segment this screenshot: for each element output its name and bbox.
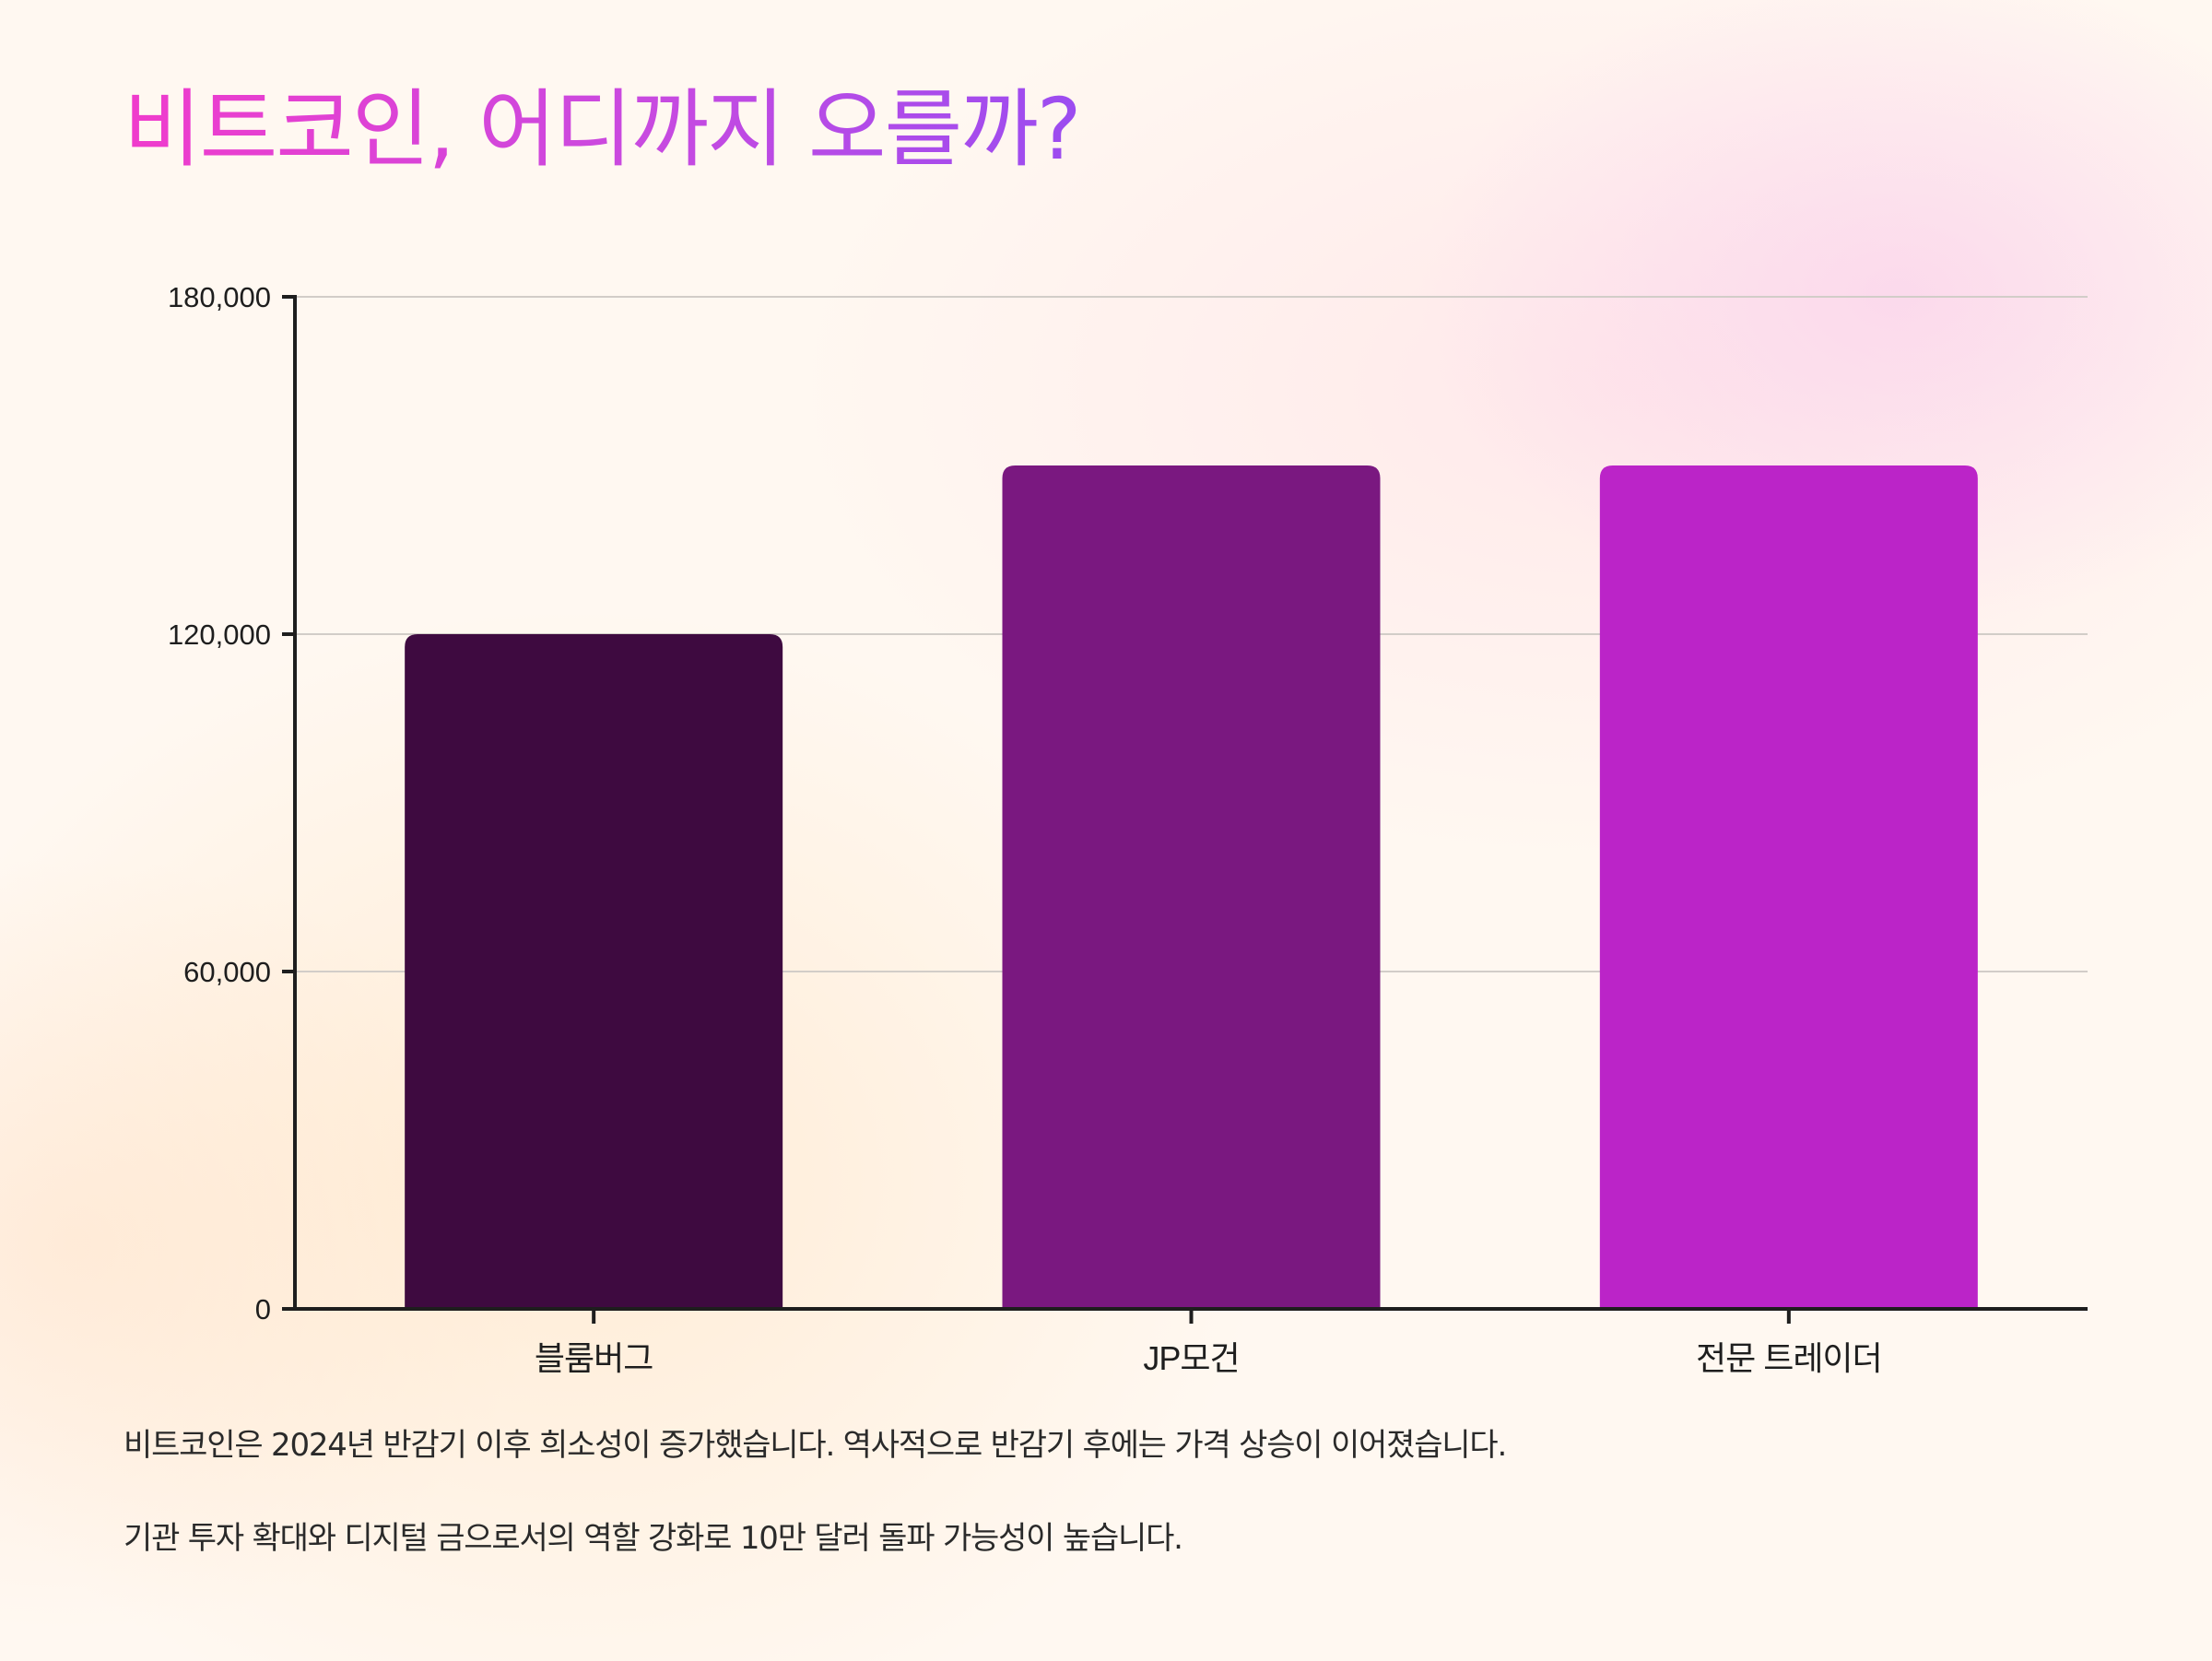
axes [282, 295, 2088, 1324]
y-tick-label: 180,000 [168, 281, 271, 313]
note-institutional: 기관 투자 확대와 디지털 금으로서의 역할 강화로 10만 달러 돌파 가능성… [124, 1520, 1183, 1557]
x-tick-label: JP모건 [1143, 1339, 1239, 1377]
y-tick-label: 0 [255, 1293, 271, 1325]
y-tick-label: 60,000 [183, 956, 271, 988]
bar-1 [405, 634, 783, 1309]
bar-3 [1599, 465, 1978, 1309]
x-tick-label: 블룸버그 [535, 1339, 653, 1377]
bar-2 [1002, 465, 1381, 1309]
y-tick-label: 120,000 [168, 618, 271, 651]
bars [405, 465, 1978, 1309]
note-halving: 비트코인은 2024년 반감기 이후 희소성이 증가했습니다. 역사적으로 반감… [124, 1427, 1507, 1464]
bar-chart: 0 60,000 120,000 180,000 블룸버그 JP모건 전문 트레이더 [168, 281, 2088, 1377]
x-tick-labels: 블룸버그 JP모건 전문 트레이더 [535, 1339, 1883, 1377]
y-tick-labels: 0 60,000 120,000 180,000 [168, 281, 271, 1325]
x-tick-label: 전문 트레이더 [1696, 1339, 1882, 1377]
page-title: 비트코인, 어디까지 오를까? [124, 80, 1082, 179]
